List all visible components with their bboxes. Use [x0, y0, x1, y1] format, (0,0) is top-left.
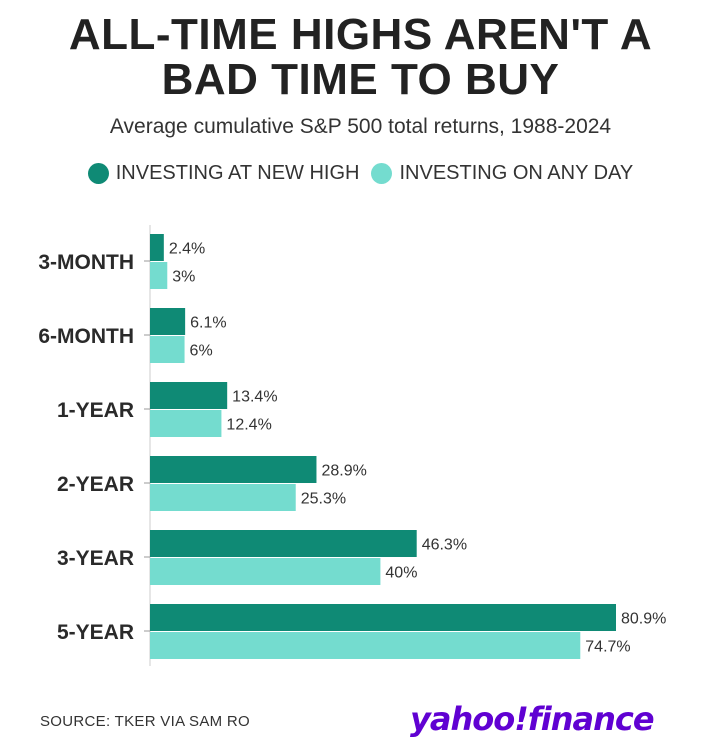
bar-value-label: 6% [190, 343, 213, 360]
bar-value-label: 74.7% [585, 639, 630, 656]
bar-any-day [150, 484, 296, 511]
category-label: 3-MONTH [38, 251, 134, 274]
legend-item-new-high: INVESTING AT NEW HIGH [87, 162, 360, 185]
legend-item-any-day: INVESTING ON ANY DAY [371, 162, 633, 185]
bar-new-high [150, 530, 417, 557]
bar-value-label: 13.4% [232, 389, 277, 406]
bar-any-day [150, 558, 381, 585]
legend-label-new-high: INVESTING AT NEW HIGH [115, 162, 360, 184]
legend-label-any-day: INVESTING ON ANY DAY [399, 162, 634, 184]
bar-new-high [150, 234, 164, 261]
category-label: 2-YEAR [57, 473, 134, 496]
legend: INVESTING AT NEW HIGH INVESTING ON ANY D… [0, 162, 721, 185]
chart-title-line-1: ALL-TIME HIGHS AREN'T A [68, 10, 653, 59]
legend-swatch-new-high [87, 163, 109, 184]
bar-value-label: 28.9% [321, 463, 366, 480]
bar-value-label: 12.4% [226, 417, 271, 434]
yahoo-finance-logo: yahoo!finance [410, 700, 655, 738]
category-label: 6-MONTH [38, 325, 134, 348]
bar-any-day [150, 336, 185, 363]
chart-title-line-2: BAD TIME TO BUY [161, 55, 560, 104]
chart-title: ALL-TIME HIGHS AREN'T A BAD TIME TO BUY [0, 12, 721, 102]
source-note: SOURCE: TKER VIA SAM RO [40, 713, 251, 730]
bar-new-high [150, 456, 317, 483]
bar-value-label: 40% [385, 565, 417, 582]
bar-value-label: 6.1% [190, 315, 226, 332]
bar-new-high [150, 308, 186, 335]
bar-any-day [150, 262, 168, 289]
bar-new-high [150, 604, 616, 631]
category-label: 5-YEAR [57, 621, 134, 644]
category-label: 3-YEAR [57, 547, 134, 570]
bar-chart: 3-MONTH 2.4% 3% 6-MONTH 6.1% 6% 1-YEAR 13.4% 12.… [38, 225, 666, 666]
legend-swatch-any-day [371, 163, 393, 184]
bar-value-label: 25.3% [301, 491, 346, 508]
bar-any-day [150, 632, 581, 659]
category-label: 1-YEAR [57, 399, 134, 422]
bar-value-label: 46.3% [422, 537, 467, 554]
bar-value-label: 3% [172, 269, 195, 286]
bar-new-high [150, 382, 228, 409]
bar-any-day [150, 410, 222, 437]
chart-subtitle: Average cumulative S&P 500 total returns… [109, 115, 612, 138]
bar-value-label: 80.9% [621, 611, 666, 628]
bar-value-label: 2.4% [169, 241, 205, 258]
